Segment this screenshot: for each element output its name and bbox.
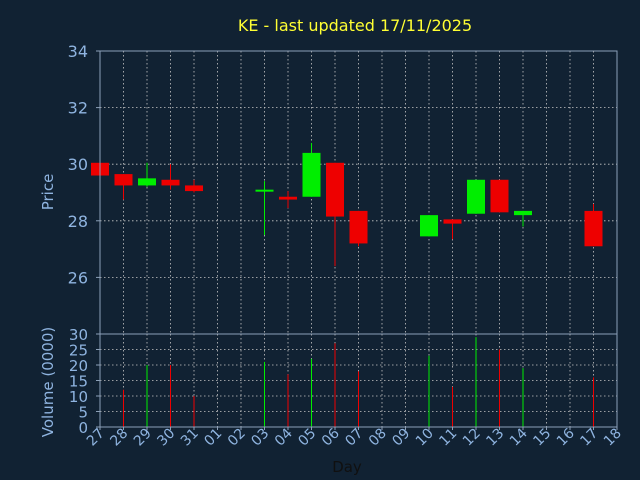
candle-body <box>185 185 203 192</box>
candle-body <box>114 174 133 186</box>
candle-body <box>584 210 603 247</box>
price-panel: 26 28 30 32 34 <box>68 42 618 335</box>
price-tick-label: 32 <box>68 99 88 118</box>
price-tick-label: 26 <box>68 268 88 287</box>
day-tick-label: 07 <box>342 426 366 450</box>
price-tick-label: 34 <box>68 42 88 61</box>
day-tick-label: 05 <box>295 426 319 450</box>
candle-body <box>514 210 532 216</box>
volume-tick-label: 10 <box>69 388 88 406</box>
day-tick-label: 06 <box>319 425 343 449</box>
candle-body <box>490 179 509 213</box>
candle-body <box>279 196 297 200</box>
candle-body <box>138 178 156 186</box>
day-tick-label: 28 <box>107 426 131 450</box>
volume-tick-label: 30 <box>69 326 88 344</box>
day-tick-label: 29 <box>131 426 155 450</box>
candle-body <box>302 152 321 197</box>
day-tick-label: 14 <box>507 425 531 449</box>
candle-body <box>255 189 274 192</box>
candle-body <box>467 179 485 214</box>
candle-body <box>161 179 180 186</box>
day-tick-label: 09 <box>389 426 413 450</box>
candle-body <box>326 162 344 217</box>
day-tick-label: 08 <box>366 426 390 450</box>
volume-tick-label: 5 <box>78 404 88 422</box>
price-tick-label: 28 <box>68 212 88 231</box>
day-axis-label: Day <box>332 458 362 476</box>
day-tick-label: 01 <box>201 426 225 450</box>
volume-tick-label: 20 <box>69 357 88 375</box>
day-tick-label: 18 <box>601 426 625 450</box>
volume-tick-label: 25 <box>69 342 88 360</box>
volume-axis-label: Volume (0000) <box>39 327 57 437</box>
day-tick-label: 30 <box>154 426 178 450</box>
candle-body <box>443 219 462 224</box>
day-tick-label: 13 <box>483 426 507 450</box>
day-tick-label: 12 <box>460 426 484 450</box>
volume-tick-label: 15 <box>69 373 88 391</box>
day-tick-label: 16 <box>554 425 578 449</box>
price-tick-label: 30 <box>68 155 88 174</box>
day-tick-label: 02 <box>225 426 249 450</box>
day-tick-label: 17 <box>577 426 601 450</box>
volume-tick-label: 0 <box>78 419 88 437</box>
day-tick-label: 04 <box>272 425 296 449</box>
day-tick-label: 31 <box>178 426 202 450</box>
price-axis-label: Price <box>39 174 57 211</box>
day-tick-label: 15 <box>530 426 554 450</box>
day-tick-label: 11 <box>436 426 460 450</box>
candle-body <box>420 215 438 237</box>
day-tick-label: 03 <box>248 426 272 450</box>
chart-title: KE - last updated 17/11/2025 <box>238 16 472 35</box>
day-tick-label: 10 <box>413 426 437 450</box>
candle-body <box>349 210 368 244</box>
